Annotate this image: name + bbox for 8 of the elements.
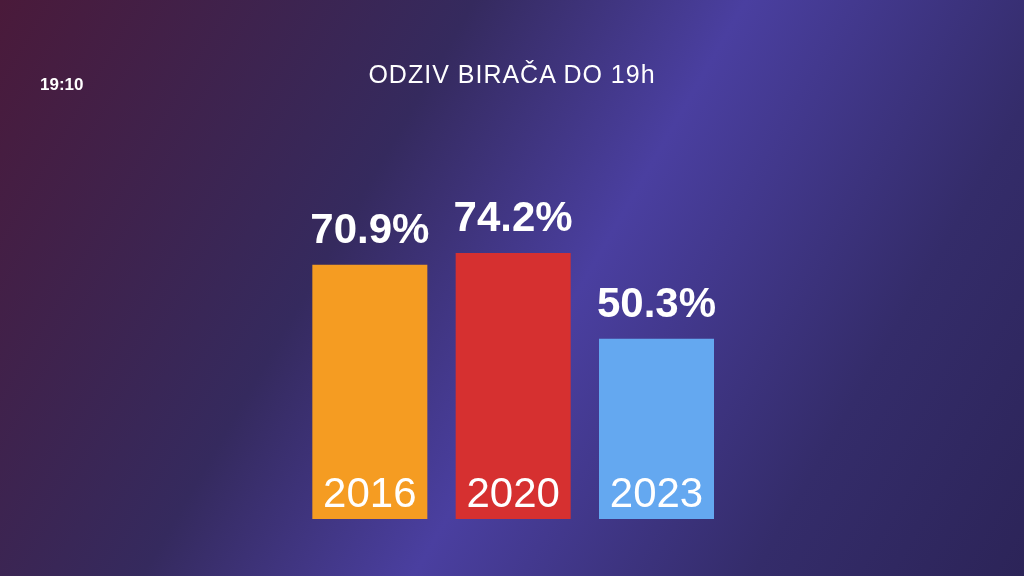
text: 19:10	[40, 75, 84, 95]
data-label: 74.2%	[453, 193, 573, 240]
data-label: 70.9%	[310, 204, 430, 252]
x-tick-label: 2020	[466, 469, 560, 516]
chart-title: ODZIV BIRAČA DO 19h	[368, 60, 656, 88]
x-tick-label: 2016	[323, 469, 417, 516]
data-label: 50.3%	[596, 278, 717, 326]
x-tick-label: 2023	[609, 469, 704, 516]
